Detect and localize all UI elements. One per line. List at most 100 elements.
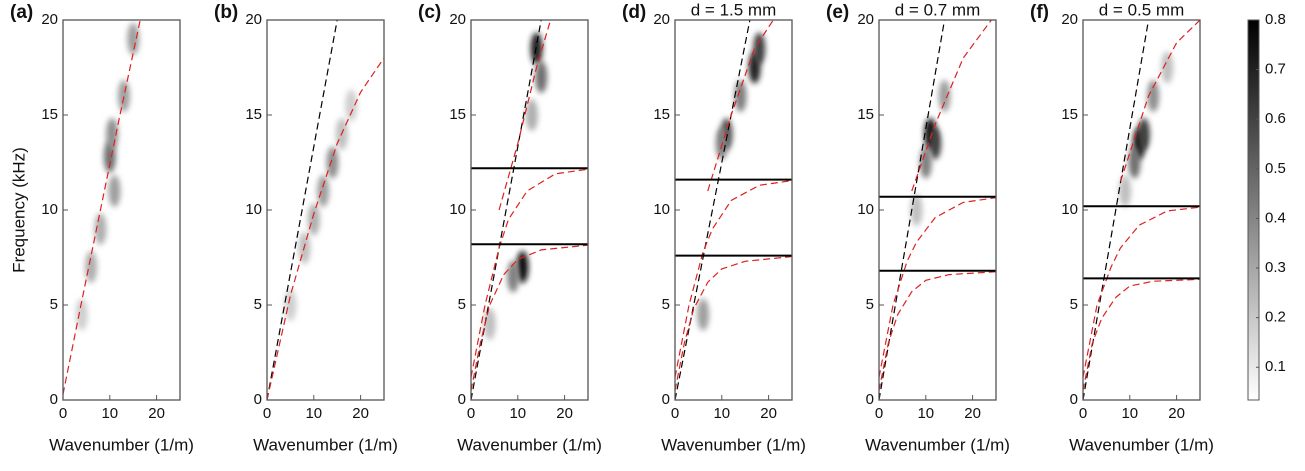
x-axis-label: Wavenumber (1/m): [253, 435, 398, 454]
x-tick-label: 10: [509, 405, 526, 422]
y-tick-label: 0: [458, 391, 466, 408]
x-tick-label: 20: [352, 405, 369, 422]
colorbar-tick-label: 0.4: [1265, 209, 1286, 226]
dispersion-curve: [675, 20, 751, 400]
y-tick-label: 10: [1061, 201, 1078, 218]
y-tick-label: 20: [1061, 11, 1078, 28]
intensity-spot: [117, 80, 130, 112]
intensity-spot: [127, 23, 140, 55]
y-tick-label: 0: [254, 391, 262, 408]
x-tick-label: 20: [964, 405, 981, 422]
colorbar-tick-label: 0.6: [1265, 110, 1286, 127]
colorbar-tick-label: 0.3: [1265, 259, 1286, 276]
dispersion-curve: [1083, 20, 1150, 400]
panel-title: d = 0.7 mm: [895, 0, 981, 19]
dispersion-curve: [707, 20, 774, 192]
dispersion-curve: [675, 255, 792, 391]
dispersion-curve: [471, 20, 542, 400]
dispersion-curve: [879, 197, 996, 378]
x-tick-label: 10: [305, 405, 322, 422]
colorbar-tick-label: 0.1: [1265, 358, 1286, 375]
plot-area: [675, 20, 792, 400]
intensity-spot: [919, 146, 932, 179]
panel-label: (c): [418, 2, 441, 23]
y-tick-label: 20: [41, 11, 58, 28]
y-tick-label: 0: [662, 391, 670, 408]
y-tick-label: 20: [245, 11, 262, 28]
panel-title: d = 0.5 mm: [1099, 0, 1185, 19]
x-tick-label: 10: [713, 405, 730, 422]
y-tick-label: 0: [50, 391, 58, 408]
x-tick-label: 0: [1079, 405, 1087, 422]
intensity-spot: [525, 99, 538, 131]
plot-area: [267, 20, 384, 400]
y-tick-label: 15: [857, 106, 874, 123]
intensity-spot: [94, 213, 107, 245]
dispersion-curve: [471, 244, 588, 391]
x-tick-label: 20: [148, 405, 165, 422]
intensity-spot: [85, 251, 98, 283]
y-tick-label: 15: [653, 106, 670, 123]
panel-title: d = 1.5 mm: [691, 0, 777, 19]
x-axis-label: Wavenumber (1/m): [661, 435, 806, 454]
dispersion-curve: [879, 271, 996, 391]
colorbar-tick-label: 0.8: [1265, 11, 1286, 28]
intensity-spot: [345, 89, 358, 122]
plot-area: [1083, 20, 1200, 400]
x-axis-label: Wavenumber (1/m): [49, 435, 194, 454]
x-tick-label: 0: [671, 405, 679, 422]
axes-box: [674, 19, 793, 401]
y-tick-label: 20: [653, 11, 670, 28]
x-tick-label: 10: [917, 405, 934, 422]
intensity-spot: [507, 260, 520, 293]
dispersion-curve: [498, 20, 552, 211]
intensity-spot: [307, 203, 320, 236]
y-axis-label: Frequency (kHz): [9, 147, 28, 273]
panel-label: (a): [10, 2, 33, 23]
y-tick-label: 5: [458, 296, 466, 313]
intensity-spot: [284, 289, 297, 321]
dispersion-curve: [1119, 20, 1200, 182]
plot-area: [63, 20, 141, 395]
intensity-spot: [929, 127, 942, 160]
x-tick-label: 0: [875, 405, 883, 422]
y-tick-label: 0: [866, 391, 874, 408]
intensity-spot: [326, 146, 339, 179]
intensity-spot: [483, 308, 496, 340]
intensity-spot: [106, 118, 119, 150]
axes-box: [1082, 19, 1201, 401]
intensity-spot: [535, 61, 548, 93]
y-tick-label: 5: [1070, 296, 1078, 313]
colorbar-tick-label: 0.7: [1265, 61, 1286, 78]
y-tick-label: 15: [41, 106, 58, 123]
plot-area: [471, 20, 588, 400]
dispersion-curve: [1083, 278, 1200, 391]
x-tick-label: 10: [1121, 405, 1138, 422]
x-tick-label: 20: [760, 405, 777, 422]
y-tick-label: 10: [245, 201, 262, 218]
plot-area: [879, 20, 996, 400]
intensity-spot: [753, 32, 766, 65]
y-tick-label: 5: [662, 296, 670, 313]
x-axis-label: Wavenumber (1/m): [457, 435, 602, 454]
x-axis-label: Wavenumber (1/m): [1069, 435, 1214, 454]
dispersion-curve: [879, 20, 946, 400]
y-tick-label: 5: [254, 296, 262, 313]
x-tick-label: 0: [467, 405, 475, 422]
intensity-spot: [938, 80, 951, 112]
y-tick-label: 0: [1070, 391, 1078, 408]
intensity-spot: [1161, 51, 1174, 84]
x-tick-label: 10: [101, 405, 118, 422]
panel-label: (d): [622, 2, 646, 23]
axes-box: [266, 19, 385, 401]
axes-box: [878, 19, 997, 401]
dispersion-curve: [1083, 206, 1200, 378]
y-tick-label: 5: [50, 296, 58, 313]
dispersion-curve: [675, 179, 792, 378]
dispersion-curve: [267, 57, 384, 400]
colorbar-tick-label: 0.2: [1265, 309, 1286, 326]
colorbar-tick-label: 0.5: [1265, 160, 1286, 177]
intensity-spot: [1147, 80, 1160, 112]
panel-label: (b): [214, 2, 238, 23]
